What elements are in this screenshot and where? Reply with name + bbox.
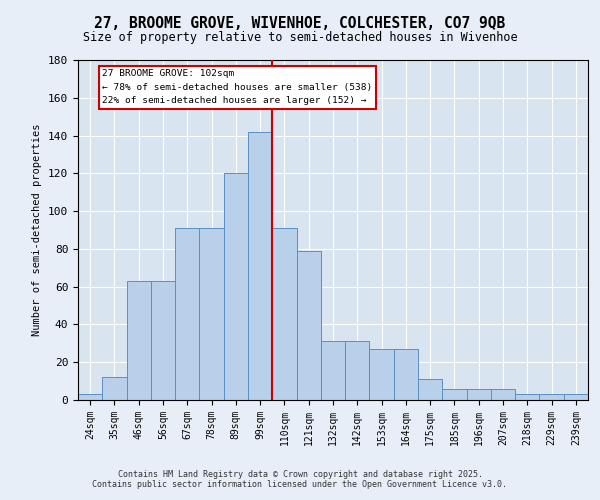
Bar [467, 388, 491, 400]
Text: Size of property relative to semi-detached houses in Wivenhoe: Size of property relative to semi-detach… [83, 31, 517, 44]
Bar [78, 394, 102, 400]
Bar [224, 174, 248, 400]
Bar [491, 388, 515, 400]
Bar [345, 342, 370, 400]
Bar [370, 349, 394, 400]
Bar [151, 281, 175, 400]
Bar [175, 228, 199, 400]
Bar [442, 388, 467, 400]
Bar [248, 132, 272, 400]
Bar [564, 394, 588, 400]
Text: 27 BROOME GROVE: 102sqm
← 78% of semi-detached houses are smaller (538)
22% of s: 27 BROOME GROVE: 102sqm ← 78% of semi-de… [102, 70, 373, 105]
Bar [321, 342, 345, 400]
Bar [127, 281, 151, 400]
Y-axis label: Number of semi-detached properties: Number of semi-detached properties [32, 124, 43, 336]
Bar [515, 394, 539, 400]
Bar [272, 228, 296, 400]
Text: Contains HM Land Registry data © Crown copyright and database right 2025.
Contai: Contains HM Land Registry data © Crown c… [92, 470, 508, 489]
Bar [199, 228, 224, 400]
Text: 27, BROOME GROVE, WIVENHOE, COLCHESTER, CO7 9QB: 27, BROOME GROVE, WIVENHOE, COLCHESTER, … [94, 16, 506, 31]
Bar [418, 379, 442, 400]
Bar [296, 251, 321, 400]
Bar [394, 349, 418, 400]
Bar [539, 394, 564, 400]
Bar [102, 378, 127, 400]
